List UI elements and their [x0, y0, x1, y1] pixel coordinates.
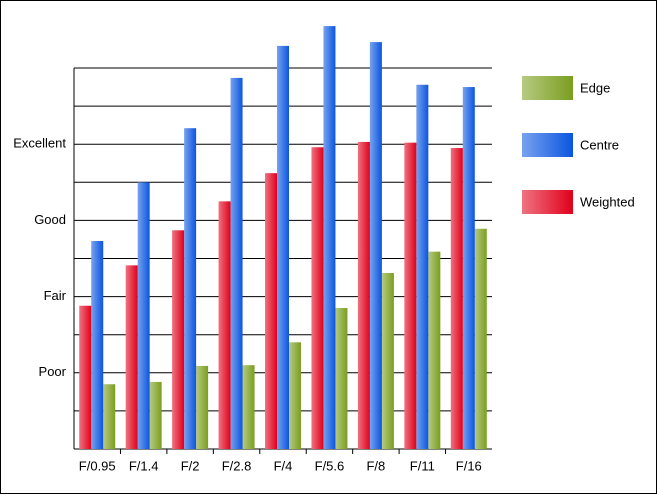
bar [474, 228, 487, 449]
bar [381, 272, 394, 449]
bar [125, 265, 138, 449]
bar [265, 173, 277, 449]
y-tick-label: Good [34, 212, 66, 227]
bar [184, 128, 197, 449]
bar [369, 42, 382, 449]
x-tick-label: F/1.4 [129, 458, 159, 473]
y-tick-label: Excellent [13, 136, 66, 151]
bar [450, 148, 463, 449]
bar [242, 365, 255, 449]
bar [311, 147, 324, 450]
bar [416, 84, 429, 449]
legend-label: Edge [580, 80, 610, 95]
legend-swatch [522, 190, 573, 214]
x-tick-label: F/0.95 [79, 458, 116, 473]
y-tick-label: Poor [39, 364, 67, 379]
legend-swatch [522, 133, 573, 157]
bar [103, 384, 116, 449]
x-tick-label: F/2.8 [222, 458, 252, 473]
bar [462, 87, 475, 450]
y-tick-label: Fair [44, 288, 67, 303]
bar [323, 26, 336, 450]
x-tick-label: F/4 [274, 458, 293, 473]
bar [137, 182, 150, 450]
bar [230, 77, 243, 449]
bar [277, 45, 289, 449]
bar [149, 381, 162, 449]
bar [289, 342, 301, 449]
bar [196, 365, 209, 449]
legend-label: Weighted [580, 194, 635, 209]
bar [91, 240, 104, 449]
bar [404, 142, 417, 449]
bar [428, 251, 441, 449]
legend-swatch [522, 76, 573, 100]
x-tick-label: F/2 [181, 458, 200, 473]
x-tick-label: F/8 [366, 458, 385, 473]
x-tick-label: F/11 [410, 458, 435, 473]
x-tick-label: F/16 [456, 458, 482, 473]
legend-label: Centre [580, 137, 619, 152]
bar [218, 201, 231, 449]
x-tick-label: F/5.6 [315, 458, 345, 473]
bar [172, 230, 185, 449]
bar [79, 305, 92, 449]
bar [335, 308, 348, 449]
bar [357, 141, 370, 449]
